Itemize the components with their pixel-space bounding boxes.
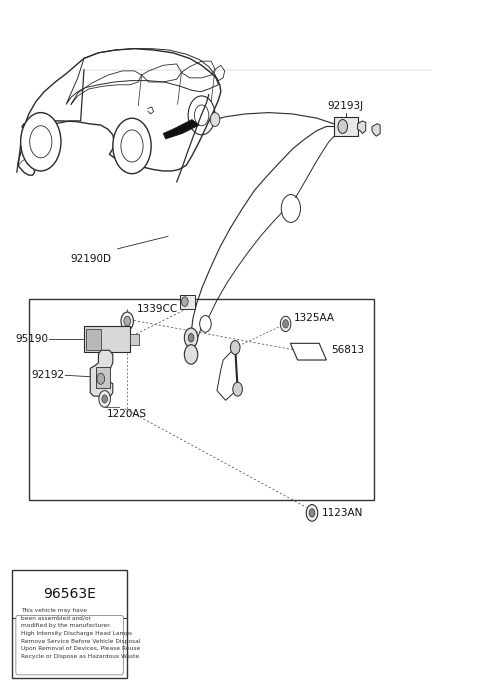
Circle shape	[30, 126, 52, 158]
Circle shape	[121, 130, 143, 162]
Text: 56813: 56813	[331, 345, 364, 354]
Bar	[180, 295, 195, 309]
Text: 92193J: 92193J	[327, 101, 364, 111]
Polygon shape	[372, 124, 380, 136]
Circle shape	[233, 382, 242, 396]
Circle shape	[184, 328, 198, 348]
Bar	[334, 117, 358, 136]
Circle shape	[184, 345, 198, 364]
Text: This vehicle may have: This vehicle may have	[21, 608, 86, 613]
Text: 95190: 95190	[15, 334, 48, 344]
Circle shape	[99, 391, 110, 407]
Text: been assembled and/or: been assembled and/or	[21, 616, 91, 621]
Text: 1339CC: 1339CC	[137, 304, 178, 314]
Bar	[29, 299, 374, 500]
Circle shape	[210, 113, 220, 126]
Polygon shape	[163, 120, 199, 139]
Circle shape	[21, 113, 61, 171]
Circle shape	[113, 118, 151, 174]
Text: High Intensity Discharge Head Lamps: High Intensity Discharge Head Lamps	[21, 631, 132, 636]
Circle shape	[283, 320, 288, 328]
Circle shape	[124, 316, 131, 326]
Text: 1123AN: 1123AN	[322, 508, 363, 518]
Text: Remove Service Before Vehicle Disposal: Remove Service Before Vehicle Disposal	[21, 639, 140, 644]
Text: 96563E: 96563E	[43, 587, 96, 600]
Bar	[130, 334, 139, 345]
FancyBboxPatch shape	[16, 616, 123, 675]
Circle shape	[280, 316, 291, 332]
Circle shape	[181, 297, 188, 306]
Text: 1325AA: 1325AA	[294, 313, 335, 323]
Polygon shape	[358, 121, 366, 133]
Text: 1220AS: 1220AS	[107, 409, 147, 418]
Circle shape	[102, 395, 108, 403]
Circle shape	[309, 509, 315, 517]
Text: Upon Removal of Devices, Please Reuse: Upon Removal of Devices, Please Reuse	[21, 646, 140, 651]
Polygon shape	[290, 343, 326, 360]
Text: 92192: 92192	[32, 370, 65, 380]
Bar	[86, 329, 101, 350]
Text: modified by the manufacturer.: modified by the manufacturer.	[21, 623, 110, 628]
Bar	[12, 570, 127, 678]
Circle shape	[230, 341, 240, 354]
Circle shape	[97, 373, 105, 384]
Polygon shape	[90, 350, 113, 396]
Bar	[96, 367, 110, 388]
Circle shape	[188, 334, 194, 342]
Text: Recycle or Dispose as Hazardous Waste: Recycle or Dispose as Hazardous Waste	[21, 654, 139, 659]
Bar	[84, 326, 130, 352]
Text: 92190D: 92190D	[71, 254, 112, 263]
Circle shape	[306, 505, 318, 521]
Circle shape	[121, 312, 133, 330]
Circle shape	[338, 120, 348, 133]
